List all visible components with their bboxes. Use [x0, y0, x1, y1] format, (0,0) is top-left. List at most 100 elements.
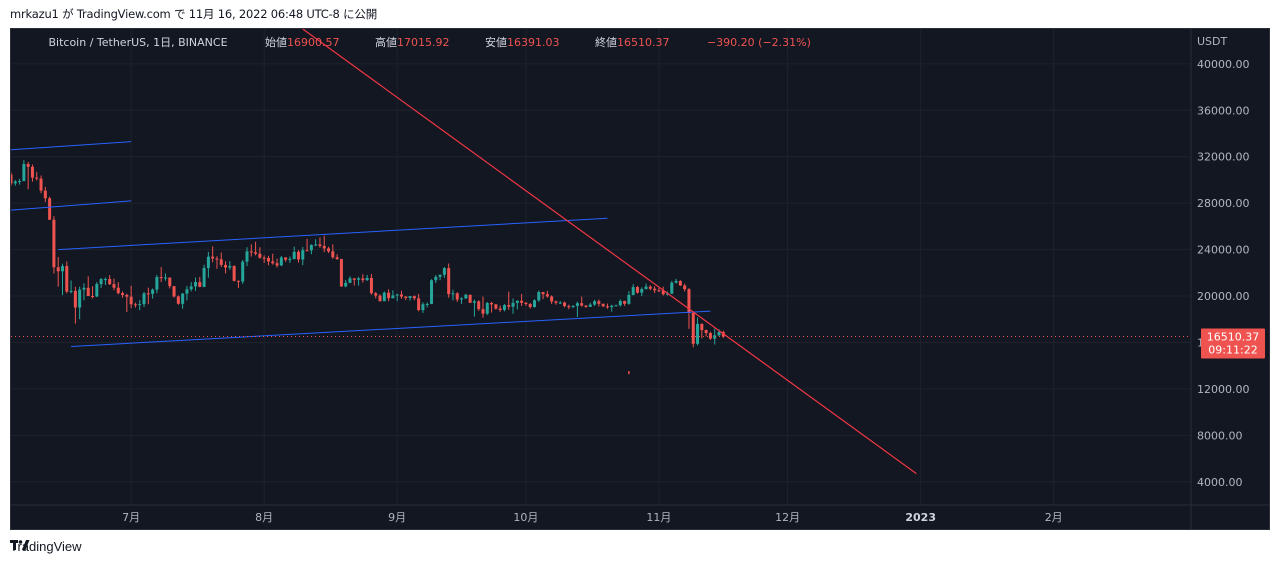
candle-body — [22, 164, 26, 182]
candle-body — [279, 257, 283, 266]
candle — [451, 289, 455, 301]
candles — [11, 160, 725, 348]
price-axis[interactable]: 4000.008000.0012000.0016000.0020000.0024… — [1197, 58, 1250, 489]
candle — [640, 287, 644, 297]
candle — [657, 287, 661, 292]
candle-body — [438, 274, 442, 277]
marker-dot — [628, 371, 630, 375]
change-value: −390.20 (−2.31%) — [707, 36, 811, 49]
time-tick-label: 2月 — [1045, 511, 1063, 524]
candle-body — [460, 298, 464, 300]
candle-body — [163, 277, 167, 279]
candle-body — [52, 219, 56, 268]
candle — [627, 291, 631, 305]
candle-body — [648, 286, 652, 289]
candle-body — [249, 251, 253, 253]
candle-body — [339, 258, 343, 287]
candle-body — [593, 301, 597, 305]
candle — [387, 289, 391, 302]
price-badge: 16510.37 09:11:22 — [1201, 328, 1265, 359]
candle-body — [464, 294, 468, 299]
candle — [103, 277, 107, 285]
candle-body — [520, 300, 524, 303]
candle-body — [112, 284, 116, 288]
candle — [327, 246, 331, 254]
candle-body — [69, 290, 73, 292]
candle-body — [670, 282, 674, 294]
candle — [648, 285, 652, 291]
candle — [558, 301, 562, 304]
candle — [181, 293, 185, 309]
candle — [691, 312, 695, 348]
candle-body — [524, 302, 528, 305]
candle — [460, 297, 464, 304]
tradingview-footer[interactable]: TradingView — [10, 539, 82, 554]
candle-body — [348, 278, 352, 283]
price-badge-value: 16510.37 — [1207, 331, 1260, 344]
candle — [610, 304, 614, 312]
candle — [258, 247, 262, 259]
candle — [490, 301, 494, 313]
candle — [112, 278, 116, 291]
candle — [447, 263, 451, 298]
candle-body — [219, 259, 223, 265]
candle — [472, 299, 476, 317]
candle — [348, 276, 352, 284]
candle-body — [116, 287, 120, 294]
candle-body — [601, 303, 605, 307]
candle — [584, 305, 588, 308]
candle — [708, 331, 712, 340]
candle — [322, 235, 326, 253]
candle-body — [18, 181, 22, 183]
candle-body — [597, 301, 601, 304]
candle — [670, 280, 674, 294]
candlestick-chart[interactable]: 4000.008000.0012000.0016000.0020000.0024… — [11, 29, 1270, 530]
candle — [232, 265, 236, 282]
candle-body — [318, 244, 322, 246]
drawings — [11, 29, 917, 475]
chart-panel[interactable]: 4000.008000.0012000.0016000.0020000.0024… — [10, 28, 1270, 530]
candle-body — [717, 332, 721, 336]
time-tick-label: 2023 — [905, 511, 936, 524]
candle — [138, 300, 142, 311]
candle-body — [266, 258, 270, 262]
candle-body — [498, 308, 502, 310]
candle-body — [60, 266, 64, 272]
candle — [18, 178, 22, 185]
channel-line — [11, 141, 132, 151]
candle-body — [254, 252, 258, 254]
candle-body — [644, 286, 648, 290]
candle-body — [146, 293, 150, 295]
candle — [52, 216, 56, 274]
low-value: 16391.03 — [507, 36, 560, 49]
candle-body — [468, 294, 472, 303]
candle-body — [554, 301, 558, 303]
candle-body — [395, 294, 399, 296]
candle-body — [687, 289, 691, 313]
candle-body — [421, 304, 425, 311]
open-label: 始値 — [265, 35, 287, 49]
candle-body — [640, 289, 644, 293]
candle — [314, 239, 318, 247]
candle — [241, 260, 245, 284]
candle — [121, 291, 125, 298]
candle-body — [455, 293, 459, 300]
candle — [151, 288, 155, 299]
candle-body — [288, 258, 292, 260]
candle-body — [412, 296, 416, 299]
candle — [296, 250, 300, 263]
candle-body — [657, 290, 661, 292]
candle — [275, 258, 279, 268]
symbol-legend[interactable]: Bitcoin / TetherUS, 1日, BINANCE 始値16900.… — [17, 35, 835, 49]
candle — [224, 261, 228, 274]
candle — [352, 278, 356, 286]
candle — [155, 274, 159, 294]
candle — [580, 296, 584, 307]
candle-body — [95, 284, 99, 297]
candle-body — [490, 302, 494, 305]
candle-body — [292, 251, 296, 259]
candle — [404, 296, 408, 301]
candle-body — [627, 294, 631, 304]
candle-body — [430, 280, 434, 304]
time-axis[interactable]: 7月 8月 9月 10月 11月 12月 2023 2月 — [122, 511, 1063, 524]
